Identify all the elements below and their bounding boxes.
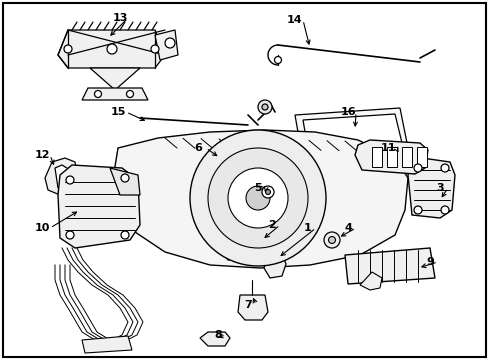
- Circle shape: [440, 206, 448, 214]
- Text: 5: 5: [254, 183, 261, 193]
- Polygon shape: [416, 147, 426, 167]
- Text: 13: 13: [112, 13, 127, 23]
- Circle shape: [94, 90, 102, 98]
- Polygon shape: [82, 336, 132, 353]
- Polygon shape: [401, 147, 411, 167]
- Circle shape: [220, 155, 229, 165]
- Text: 6: 6: [194, 143, 202, 153]
- Polygon shape: [90, 68, 140, 90]
- Polygon shape: [264, 254, 285, 278]
- Text: 14: 14: [286, 15, 302, 25]
- Circle shape: [262, 186, 273, 198]
- Circle shape: [190, 130, 325, 266]
- Text: 15: 15: [110, 107, 125, 117]
- Circle shape: [274, 57, 281, 63]
- Text: 3: 3: [435, 183, 443, 193]
- Polygon shape: [112, 130, 407, 268]
- Circle shape: [64, 45, 72, 53]
- Polygon shape: [58, 30, 164, 68]
- Polygon shape: [82, 88, 148, 100]
- Polygon shape: [359, 272, 381, 290]
- Text: 8: 8: [214, 330, 222, 340]
- Circle shape: [66, 176, 74, 184]
- Text: 10: 10: [34, 223, 50, 233]
- Text: 12: 12: [34, 150, 50, 160]
- Circle shape: [207, 148, 307, 248]
- Text: 11: 11: [380, 143, 395, 153]
- Polygon shape: [294, 108, 407, 155]
- Circle shape: [164, 38, 175, 48]
- Text: 2: 2: [267, 220, 275, 230]
- Polygon shape: [155, 30, 178, 60]
- Circle shape: [413, 206, 421, 214]
- Circle shape: [328, 237, 335, 243]
- Circle shape: [262, 104, 267, 110]
- Circle shape: [227, 168, 287, 228]
- Circle shape: [107, 44, 117, 54]
- Polygon shape: [386, 147, 396, 167]
- Polygon shape: [354, 140, 427, 174]
- Polygon shape: [200, 332, 229, 346]
- Circle shape: [413, 164, 421, 172]
- Circle shape: [126, 90, 133, 98]
- Text: 4: 4: [344, 223, 351, 233]
- Polygon shape: [371, 147, 381, 167]
- Polygon shape: [303, 114, 401, 149]
- Polygon shape: [45, 158, 78, 195]
- Text: 1: 1: [304, 223, 311, 233]
- Text: 9: 9: [425, 257, 433, 267]
- Circle shape: [258, 100, 271, 114]
- Polygon shape: [238, 295, 267, 320]
- Circle shape: [66, 231, 74, 239]
- Text: 16: 16: [340, 107, 355, 117]
- Circle shape: [151, 45, 159, 53]
- Circle shape: [265, 189, 270, 194]
- Text: 7: 7: [244, 300, 251, 310]
- Circle shape: [324, 232, 339, 248]
- Circle shape: [245, 186, 269, 210]
- Polygon shape: [110, 168, 140, 195]
- Polygon shape: [222, 238, 244, 260]
- Polygon shape: [345, 248, 434, 284]
- Circle shape: [440, 164, 448, 172]
- Circle shape: [121, 231, 129, 239]
- Polygon shape: [55, 165, 70, 188]
- Circle shape: [121, 174, 129, 182]
- Polygon shape: [58, 165, 140, 248]
- Polygon shape: [407, 158, 454, 218]
